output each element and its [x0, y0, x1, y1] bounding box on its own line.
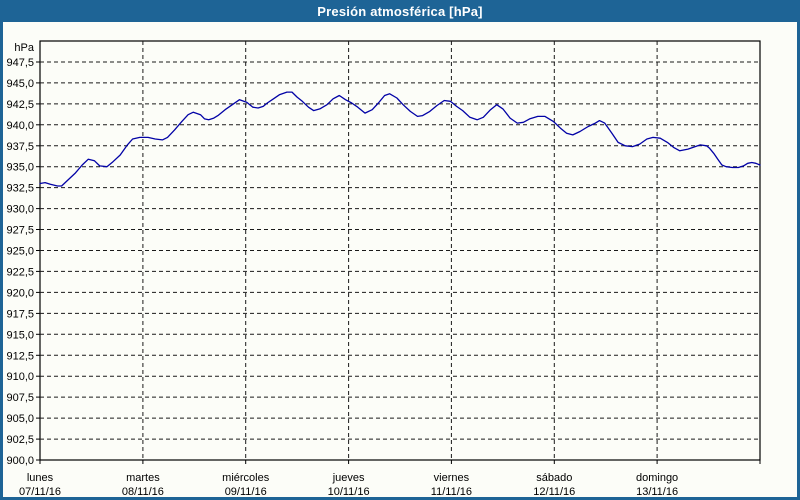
y-tick-label: 900,0 [6, 455, 34, 467]
y-axis-unit-label: hPa [14, 42, 34, 54]
x-day-label: martes [126, 472, 160, 484]
y-tick-label: 940,0 [6, 120, 34, 132]
y-tick-label: 930,0 [6, 204, 34, 216]
x-day-label: jueves [332, 472, 365, 484]
x-date-label: 11/11/16 [431, 486, 472, 498]
y-tick-label: 920,0 [6, 287, 34, 299]
y-tick-label: 945,0 [6, 78, 34, 90]
x-date-label: 12/11/16 [533, 486, 575, 498]
y-tick-label: 937,5 [6, 141, 34, 153]
y-tick-label: 942,5 [6, 99, 34, 111]
x-day-label: lunes [27, 472, 54, 484]
x-date-label: 10/11/16 [328, 486, 370, 498]
y-tick-label: 902,5 [6, 434, 34, 446]
y-tick-label: 922,5 [6, 266, 34, 278]
y-tick-label: 947,5 [6, 57, 34, 69]
y-tick-label: 932,5 [6, 183, 34, 195]
window-title: Presión atmosférica [hPa] [317, 3, 483, 19]
pressure-line [39, 91, 761, 187]
x-date-label: 13/11/16 [636, 486, 678, 498]
y-tick-label: 907,5 [6, 392, 34, 404]
y-tick-label: 915,0 [6, 329, 34, 341]
y-tick-label: 935,0 [6, 162, 34, 174]
x-day-label: viernes [434, 472, 470, 484]
y-tick-label: 925,0 [6, 246, 34, 258]
x-date-label: 09/11/16 [225, 486, 267, 498]
y-tick-label: 912,5 [6, 350, 34, 362]
y-tick-label: 927,5 [6, 225, 34, 237]
y-tick-label: 905,0 [6, 413, 34, 425]
x-day-label: domingo [636, 472, 678, 484]
window-title-bar: Presión atmosférica [hPa] [0, 0, 800, 22]
x-day-label: miércoles [222, 472, 270, 484]
y-tick-label: 910,0 [6, 371, 34, 383]
x-date-label: 07/11/16 [19, 486, 61, 498]
x-day-label: sábado [536, 472, 572, 484]
x-date-label: 08/11/16 [122, 486, 164, 498]
y-tick-label: 917,5 [6, 308, 34, 320]
